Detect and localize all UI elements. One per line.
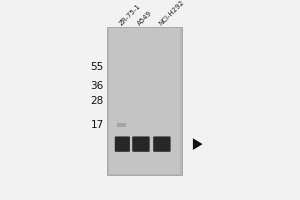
Bar: [107, 27, 182, 175]
FancyBboxPatch shape: [115, 136, 130, 152]
Text: A549: A549: [137, 10, 154, 27]
Bar: [109, 28, 180, 174]
Bar: [117, 123, 126, 127]
Text: NCI-H292: NCI-H292: [158, 0, 185, 27]
FancyBboxPatch shape: [153, 136, 171, 152]
FancyBboxPatch shape: [132, 136, 150, 152]
Polygon shape: [193, 138, 202, 150]
Text: 55: 55: [91, 62, 104, 72]
Text: 36: 36: [91, 81, 104, 91]
Text: 17: 17: [91, 120, 104, 130]
Text: ZR-75-1: ZR-75-1: [118, 3, 142, 27]
Text: 28: 28: [91, 96, 104, 106]
